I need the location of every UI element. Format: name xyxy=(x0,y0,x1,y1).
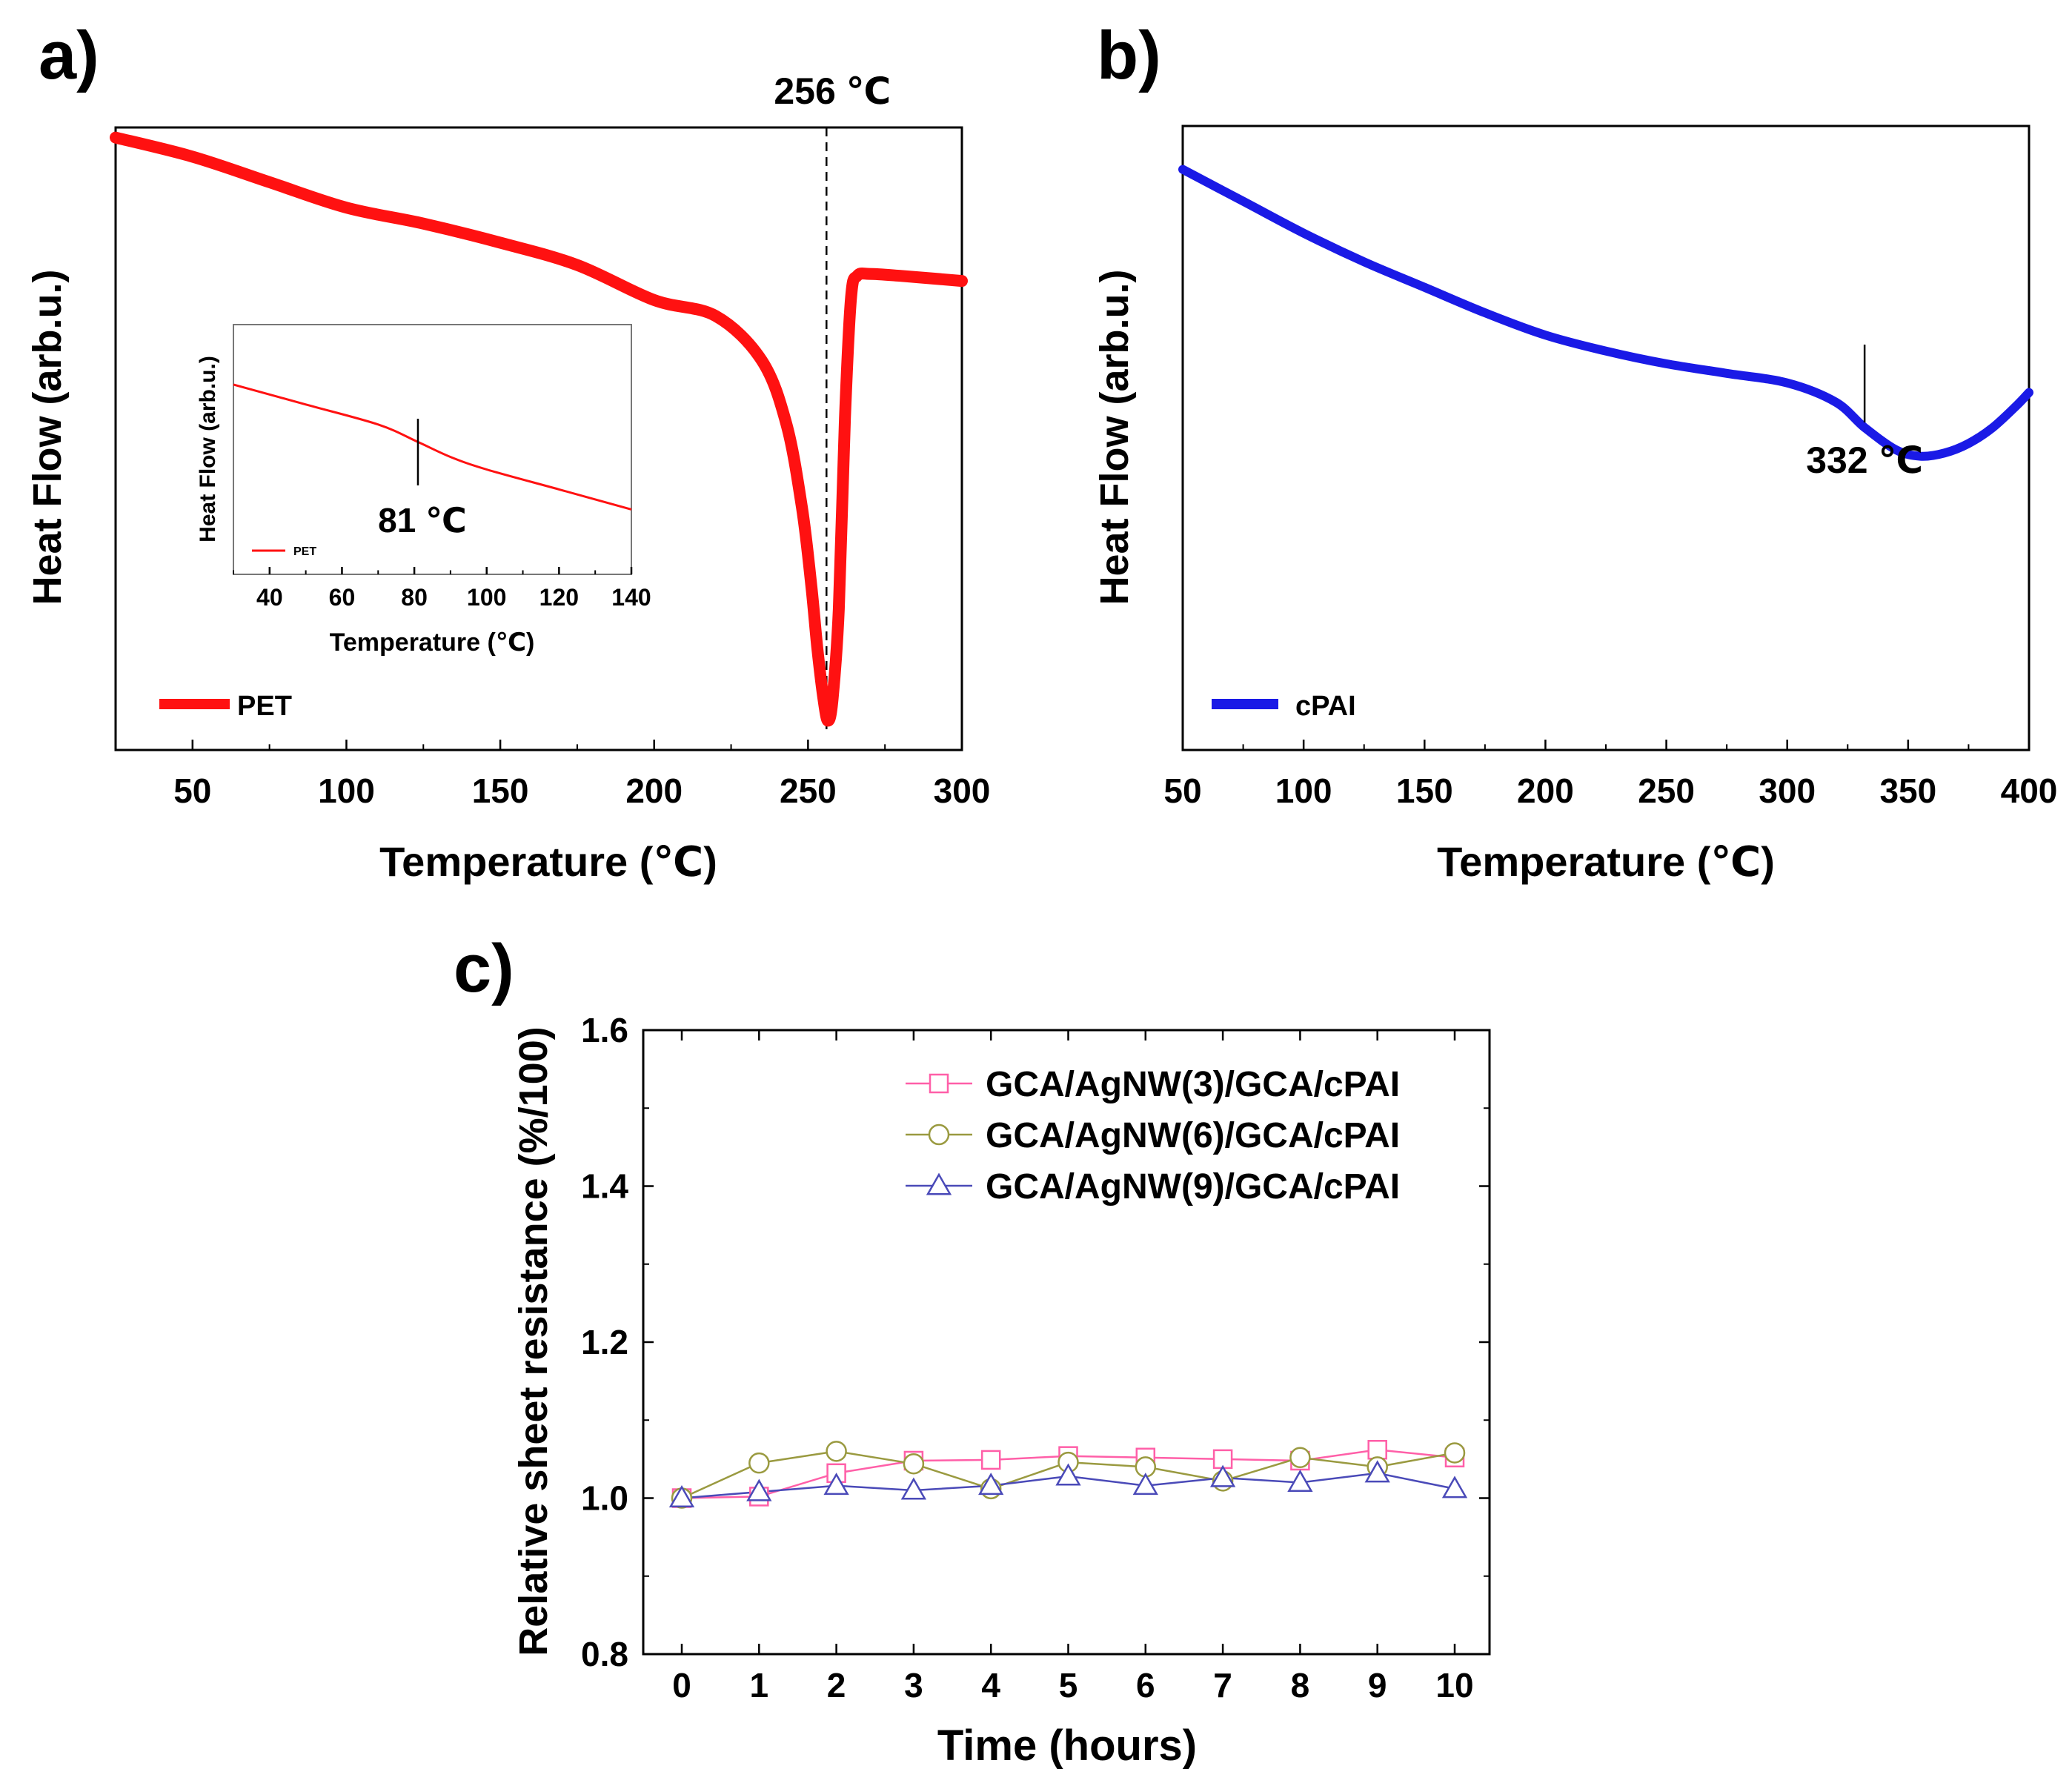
panel-a-x-tick-label: 200 xyxy=(625,771,683,810)
panel-a-x-tick-label: 50 xyxy=(173,771,211,810)
panel-c-x-tick-label: 4 xyxy=(981,1666,1000,1705)
data-point-agnw6 xyxy=(1289,1447,1311,1469)
panel-a-y-axis-title: Heat Flow (arb.u.) xyxy=(25,269,70,605)
data-point-agnw9 xyxy=(1364,1460,1390,1483)
panel-b-x-tick-label: 350 xyxy=(1879,771,1936,810)
data-point-agnw9 xyxy=(1287,1469,1313,1492)
panel-c-x-tick-label: 0 xyxy=(672,1666,691,1705)
panel-c-x-tick-label: 10 xyxy=(1435,1666,1473,1705)
legend-marker-agnw9 xyxy=(926,1172,952,1195)
legend-marker-agnw6 xyxy=(928,1123,950,1146)
inset-x-tick-label: 60 xyxy=(329,584,356,611)
legend-label-agnw9: GCA/AgNW(9)/GCA/cPAI xyxy=(986,1167,1400,1207)
panel-b-x-tick-label: 100 xyxy=(1275,771,1332,810)
panel-a-inset: 40 60 80 100 120 140 Temperature (℃) Heat Flo… xyxy=(196,324,651,657)
panel-a-peak-annotation: 256 ℃ xyxy=(774,70,891,112)
inset-series-line-pet xyxy=(233,383,632,511)
inset-x-axis-title: Temperature (℃) xyxy=(330,628,535,657)
series-line-cpai xyxy=(1178,165,2033,461)
panel-c-x-tick-labels: 0 1 2 3 4 5 6 7 8 9 10 xyxy=(672,1666,1473,1705)
panel-c-x-axis-title: Time (hours) xyxy=(937,1722,1197,1770)
panel-c: c) 0 1 2 3 4 5 6 7 8 9 10 0.8 1.0 1.2 1.4 1.6 Time (ho… xyxy=(454,931,1491,1770)
legend-label-cpai: cPAI xyxy=(1295,691,1356,722)
panel-c-y-tick-label: 1.4 xyxy=(581,1167,628,1206)
panel-b-tg-annotation: 332 ℃ xyxy=(1806,439,1923,481)
panel-c-x-tick-label: 3 xyxy=(904,1666,923,1705)
panel-c-x-tick-label: 5 xyxy=(1059,1666,1078,1705)
panel-b-x-tick-label: 300 xyxy=(1759,771,1816,810)
panel-c-y-tick-label: 1.2 xyxy=(581,1323,628,1361)
panel-a-x-tick-label: 100 xyxy=(318,771,375,810)
inset-legend-label-pet: PET xyxy=(293,545,316,558)
panel-a-x-ticks xyxy=(115,740,963,750)
inset-x-tick-label: 120 xyxy=(539,584,579,611)
data-point-agnw9 xyxy=(1441,1476,1468,1498)
data-point-agnw9 xyxy=(1209,1464,1236,1487)
panel-c-y-tick-label: 1.0 xyxy=(581,1479,628,1518)
data-point-agnw9 xyxy=(900,1477,927,1500)
series-line-pet xyxy=(110,131,968,727)
panel-b-x-tick-label: 50 xyxy=(1163,771,1201,810)
data-point-agnw6 xyxy=(903,1453,925,1475)
panel-b-x-tick-label: 150 xyxy=(1396,771,1453,810)
panel-c-series xyxy=(668,1439,1468,1509)
inset-x-tick-labels: 40 60 80 100 120 140 xyxy=(256,584,651,611)
panel-a-label: a) xyxy=(39,18,99,93)
inset-y-axis-title: Heat Flow (arb.u.) xyxy=(196,356,220,542)
panel-c-label: c) xyxy=(454,931,514,1006)
panel-c-y-tick-label: 1.6 xyxy=(581,1011,628,1049)
panel-a-x-tick-label: 250 xyxy=(780,771,837,810)
data-point-agnw9 xyxy=(668,1484,695,1507)
panel-b-y-axis-title: Heat Flow (arb.u.) xyxy=(1092,269,1137,605)
inset-x-tick-label: 80 xyxy=(401,584,428,611)
panel-b-x-axis-title: Temperature (℃) xyxy=(1437,838,1775,885)
panel-c-x-tick-label: 6 xyxy=(1136,1666,1155,1705)
panel-c-x-tick-label: 2 xyxy=(827,1666,846,1705)
panel-a-frame xyxy=(114,126,963,751)
panel-b-x-tick-label: 250 xyxy=(1638,771,1695,810)
inset-x-tick-label: 100 xyxy=(467,584,506,611)
data-point-agnw9 xyxy=(746,1478,772,1501)
panel-a-x-tick-labels: 50 100 150 200 250 300 xyxy=(173,771,990,810)
data-point-agnw9 xyxy=(1055,1463,1081,1486)
data-point-agnw9 xyxy=(978,1473,1004,1496)
inset-tg-annotation: 81 ℃ xyxy=(378,501,467,540)
panel-b-x-tick-labels: 50 100 150 200 250 300 350 400 xyxy=(1163,771,2057,810)
data-point-agnw9 xyxy=(823,1473,849,1496)
legend-label-agnw6: GCA/AgNW(6)/GCA/cPAI xyxy=(986,1116,1400,1155)
panel-b-x-tick-label: 200 xyxy=(1517,771,1574,810)
panel-b-label: b) xyxy=(1097,18,1161,93)
panel-c-ticks xyxy=(643,1029,1490,1656)
data-point-agnw3 xyxy=(980,1450,1001,1470)
legend-label-agnw3: GCA/AgNW(3)/GCA/cPAI xyxy=(986,1065,1400,1104)
panel-c-y-tick-label: 0.8 xyxy=(581,1635,628,1673)
inset-x-ticks xyxy=(233,567,633,574)
panel-c-y-axis-title: Relative sheet resistance (%/100) xyxy=(511,1026,556,1656)
panel-c-x-tick-label: 9 xyxy=(1368,1666,1387,1705)
panel-c-x-tick-label: 1 xyxy=(750,1666,769,1705)
panel-a-x-tick-label: 300 xyxy=(934,771,991,810)
panel-c-x-tick-label: 8 xyxy=(1291,1666,1310,1705)
panel-c-y-tick-labels: 0.8 1.0 1.2 1.4 1.6 xyxy=(581,1011,628,1673)
panel-b-frame xyxy=(1181,125,2031,751)
panel-c-legend: GCA/AgNW(3)/GCA/cPAI GCA/AgNW(6)/GCA/cPAI… xyxy=(906,1065,1400,1207)
panel-b: b) 50 100 150 200 250 300 350 400 Temperature (… xyxy=(1092,18,2057,885)
legend-label-pet: PET xyxy=(237,691,292,722)
panel-a-x-tick-label: 150 xyxy=(472,771,529,810)
data-point-agnw6 xyxy=(826,1441,847,1462)
data-point-agnw3 xyxy=(1367,1439,1387,1460)
legend-marker-agnw3 xyxy=(929,1073,949,1094)
panel-b-x-ticks xyxy=(1181,740,2031,750)
panel-b-x-tick-label: 400 xyxy=(2001,771,2058,810)
data-point-agnw6 xyxy=(1444,1442,1466,1464)
panel-a: a) 50 100 150 200 250 300 Temperature (℃) Hea… xyxy=(25,18,990,885)
inset-x-tick-label: 40 xyxy=(256,584,283,611)
panel-c-x-tick-label: 7 xyxy=(1213,1666,1232,1705)
data-point-agnw9 xyxy=(1132,1473,1158,1496)
inset-x-tick-label: 140 xyxy=(611,584,651,611)
data-point-agnw6 xyxy=(748,1452,770,1474)
panel-a-x-axis-title: Temperature (℃) xyxy=(379,838,717,885)
